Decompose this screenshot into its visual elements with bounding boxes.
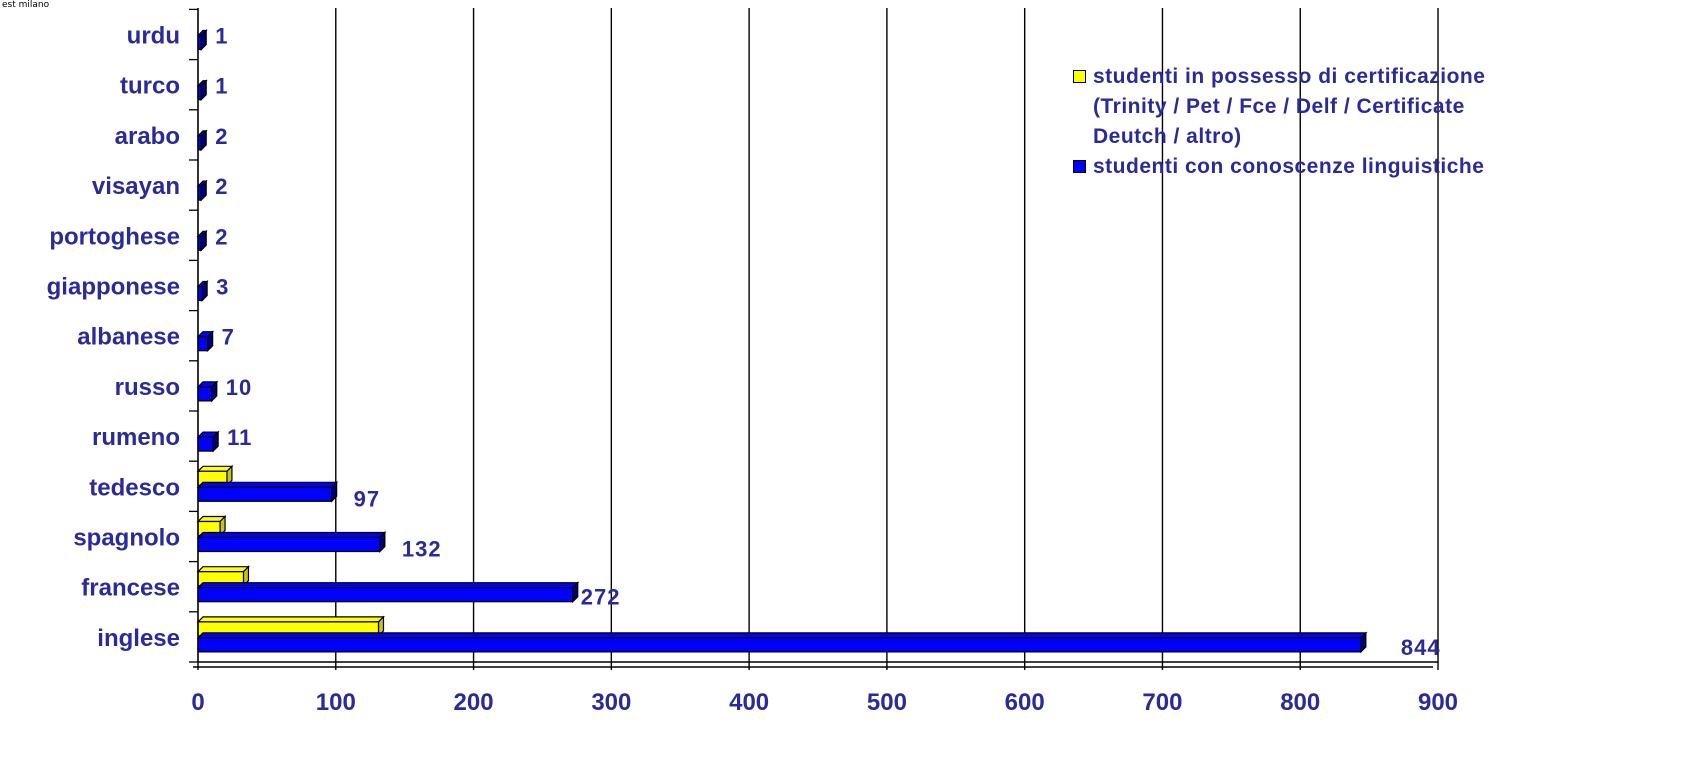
category-label-portoghese: portoghese	[49, 223, 180, 250]
bar-knowledge-giapponese	[196, 280, 209, 302]
x-tick-label: 400	[729, 689, 769, 716]
legend-item-certification: studenti in possesso di certificazione (…	[1073, 62, 1633, 152]
value-label-inglese: 844	[1401, 635, 1441, 660]
legend: studenti in possesso di certificazione (…	[1073, 62, 1633, 182]
legend-label-line2: (Trinity / Pet / Fce / Delf / Certificat…	[1093, 95, 1465, 118]
x-tick-label: 300	[591, 689, 631, 716]
x-tick-label: 700	[1142, 689, 1182, 716]
value-label-portoghese: 2	[215, 224, 228, 249]
x-tick-label: 200	[454, 689, 494, 716]
bars	[196, 29, 1368, 654]
x-tick-label: 500	[867, 689, 907, 716]
x-tick-label: 100	[316, 689, 356, 716]
value-label-spagnolo: 132	[402, 537, 442, 562]
category-label-arabo: arabo	[115, 123, 180, 150]
bar-knowledge-arabo	[196, 129, 208, 152]
category-label-giapponese: giapponese	[47, 274, 180, 301]
value-label-urdu: 1	[215, 24, 228, 49]
bar-knowledge-tedesco	[196, 480, 339, 503]
legend-item-knowledge: studenti con conoscenze linguistiche	[1073, 152, 1633, 182]
category-label-francese: francese	[81, 575, 180, 602]
value-label-turco: 1	[215, 74, 228, 99]
value-label-rumeno: 11	[227, 425, 252, 450]
legend-label-line3: Deutch / altro)	[1093, 125, 1242, 148]
axes	[189, 8, 1439, 670]
bar-knowledge-inglese	[196, 631, 1368, 654]
bar-knowledge-turco	[196, 79, 208, 102]
x-tick-label: 800	[1280, 689, 1320, 716]
bar-knowledge-visayan	[196, 179, 208, 202]
value-label-francese: 272	[581, 585, 621, 610]
value-label-arabo: 2	[215, 124, 228, 149]
legend-swatch-blue	[1073, 160, 1086, 173]
value-label-giapponese: 3	[216, 275, 229, 300]
x-tick-label: 900	[1418, 689, 1458, 716]
category-label-turco: turco	[120, 73, 180, 100]
legend-label-item2: studenti con conoscenze linguistiche	[1093, 155, 1485, 178]
x-tick-label: 600	[1005, 689, 1045, 716]
bar-knowledge-albanese	[196, 330, 215, 353]
bar-knowledge-urdu	[196, 29, 208, 51]
category-label-spagnolo: spagnolo	[73, 525, 180, 552]
value-label-russo: 10	[226, 375, 252, 400]
category-label-urdu: urdu	[127, 23, 180, 50]
category-label-visayan: visayan	[92, 173, 180, 200]
bar-knowledge-francese	[196, 581, 580, 604]
x-tick-label: 0	[191, 689, 204, 716]
bar-knowledge-spagnolo	[196, 531, 387, 553]
value-label-visayan: 2	[215, 174, 228, 199]
value-label-albanese: 7	[222, 325, 235, 350]
category-label-tedesco: tedesco	[89, 474, 180, 501]
legend-swatch-yellow	[1073, 70, 1086, 83]
bar-knowledge-rumeno	[196, 430, 220, 453]
category-label-inglese: inglese	[97, 625, 180, 652]
bar-knowledge-russo	[196, 380, 219, 403]
corner-text: est milano	[2, 0, 50, 10]
bar-knowledge-portoghese	[196, 229, 208, 252]
category-label-rumeno: rumeno	[92, 424, 180, 451]
legend-label-line1: studenti in possesso di certificazione	[1093, 65, 1486, 88]
labels: 0 100 200 300 400 500 600 700 800 900 inglese 844 fr…	[47, 23, 1458, 717]
category-label-russo: russo	[115, 374, 180, 401]
category-label-albanese: albanese	[77, 324, 180, 351]
value-label-tedesco: 97	[354, 486, 380, 511]
grid-lines	[335, 8, 1439, 662]
